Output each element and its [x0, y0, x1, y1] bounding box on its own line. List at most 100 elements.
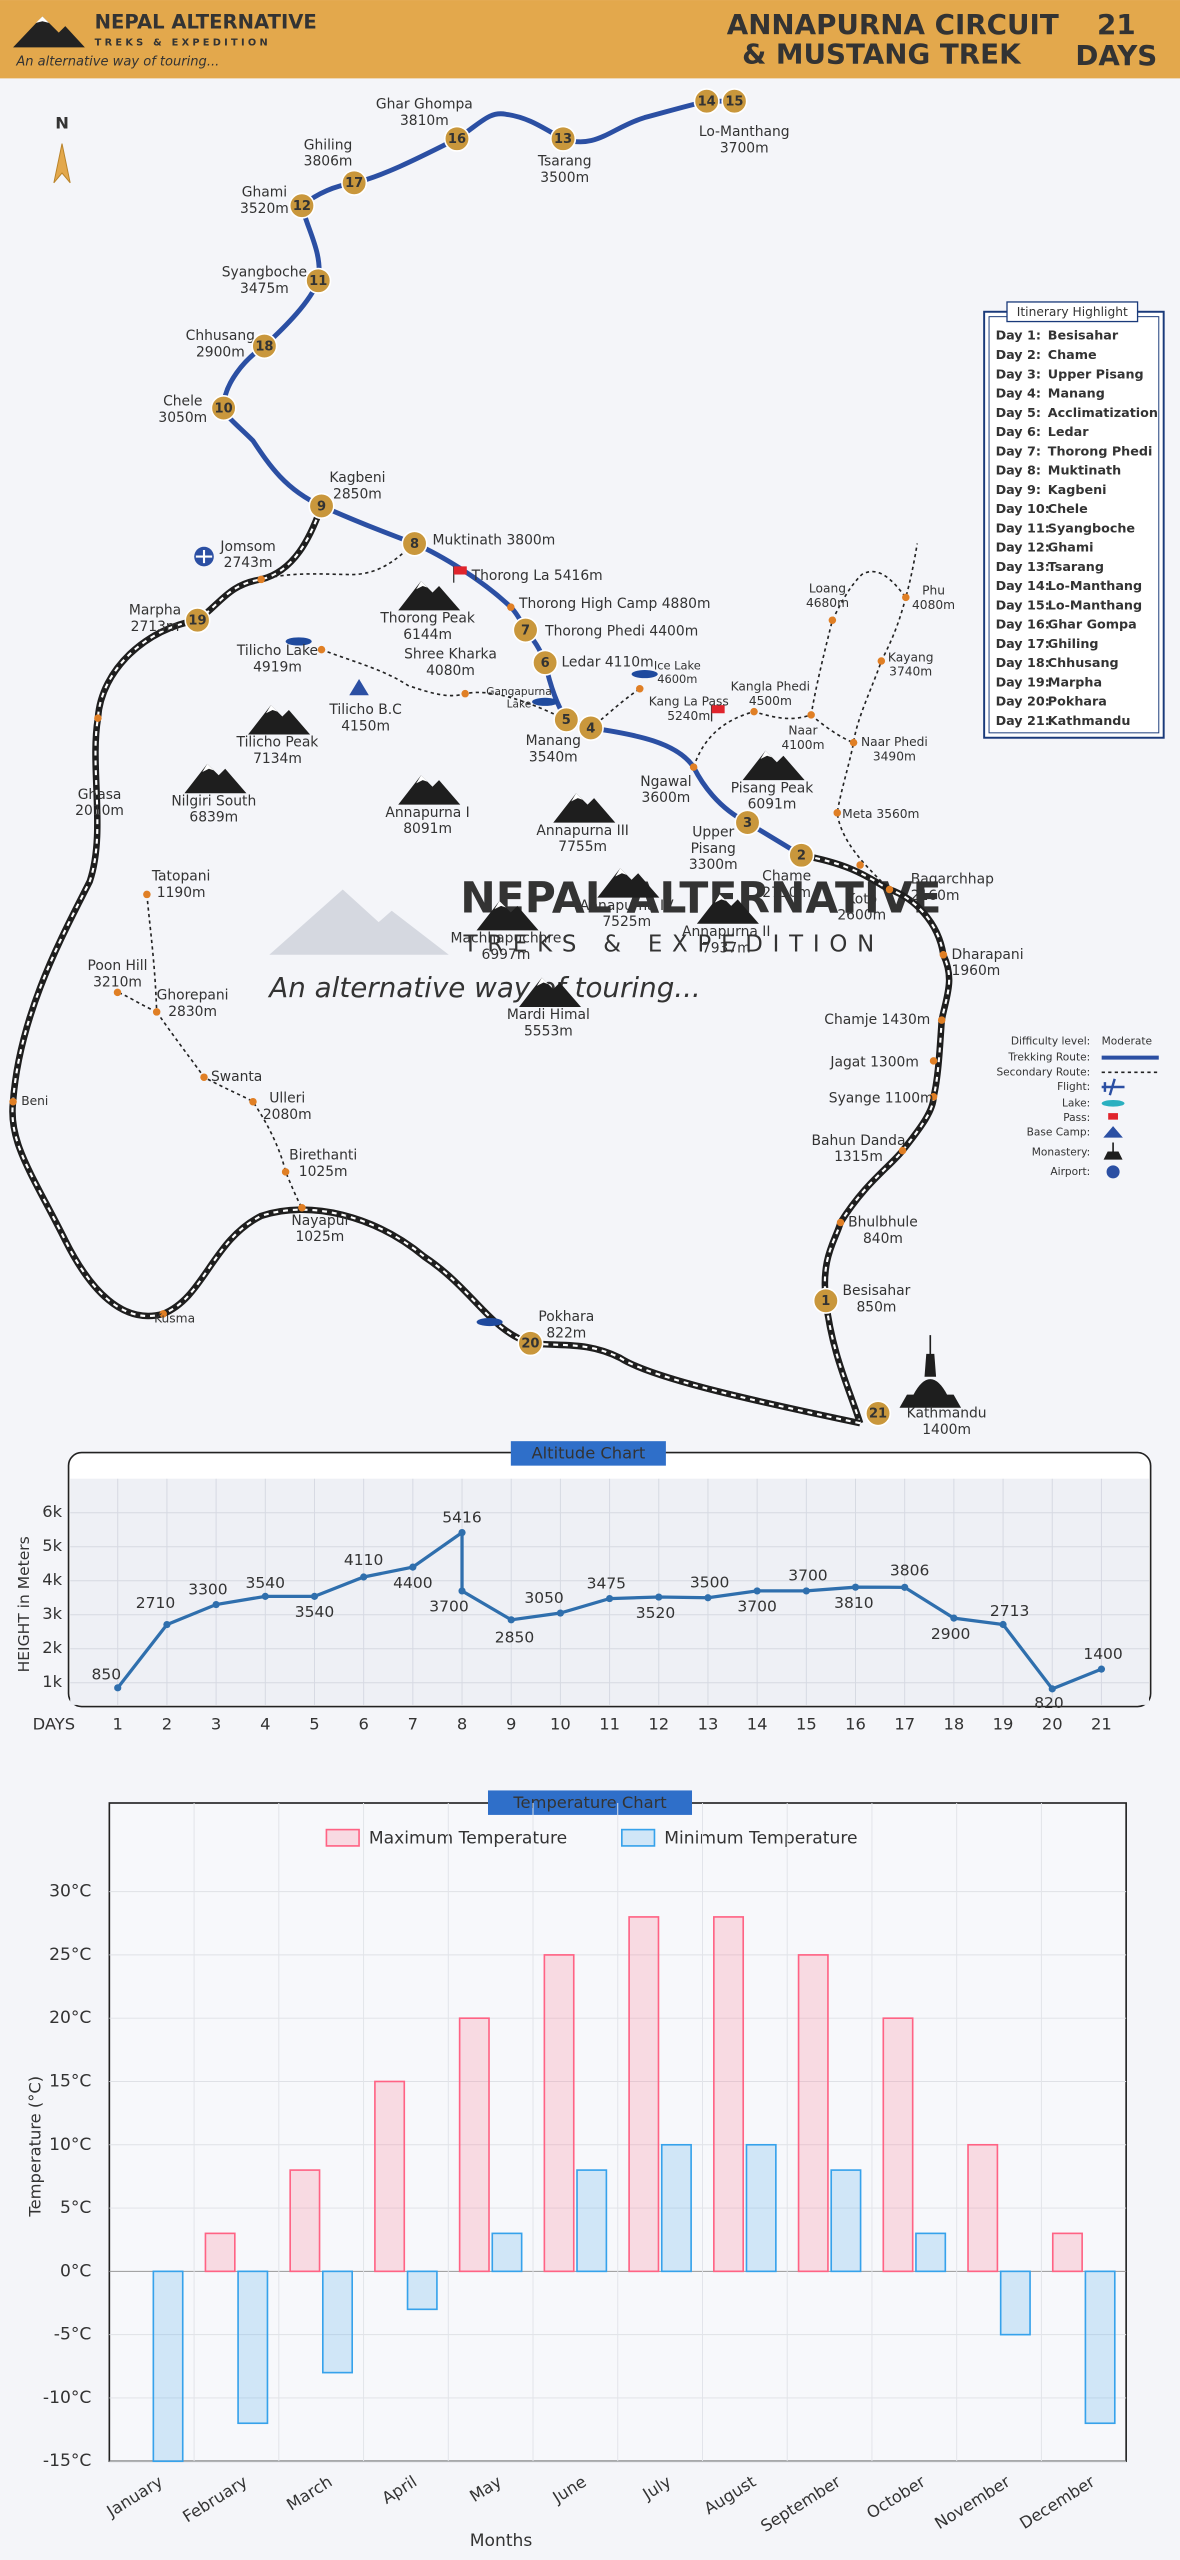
day-marker — [734, 809, 761, 836]
place-label: Chele — [163, 394, 202, 410]
place-label: Kang La Pass — [649, 694, 729, 708]
pass-flag — [453, 566, 467, 575]
peak-label: 7755m — [558, 839, 607, 855]
x-axis-label: Months — [470, 2531, 533, 2551]
place-label: Naar — [788, 724, 818, 738]
temperature-bar — [882, 2017, 914, 2273]
legend-label: Difficulty level: — [1011, 1035, 1090, 1047]
data-label: 3540 — [295, 1603, 334, 1621]
place-dot — [143, 890, 151, 899]
peak-icon — [597, 868, 660, 898]
place-label: Birethanti — [289, 1148, 357, 1164]
lake-icon — [532, 697, 559, 706]
place-label: 1025m — [295, 1229, 344, 1245]
legend-label: Flight: — [1057, 1081, 1090, 1093]
place-label: Ghorepani — [157, 988, 229, 1004]
watermark-sub: TREKS & EXPEDITION — [463, 932, 885, 958]
day-marker — [721, 88, 748, 115]
itinerary-day: Day 20: — [996, 695, 1050, 710]
x-tick-label: 10 — [550, 1715, 571, 1734]
data-label: 3520 — [636, 1604, 675, 1622]
peak-label: 7937m — [702, 940, 751, 956]
itinerary-day: Day 10: — [996, 502, 1050, 517]
place-dot — [885, 885, 894, 894]
place-label: Ice Lake — [654, 658, 701, 672]
place-label: Kusma — [154, 1311, 195, 1325]
place-label: Ghasa — [78, 787, 122, 803]
peak-icon — [248, 705, 311, 735]
place-label: Ghiling — [304, 137, 353, 153]
place-dot — [113, 988, 122, 997]
place-label: Bagarchhap — [911, 872, 994, 888]
x-tick-label: 14 — [747, 1715, 768, 1734]
place-dot — [939, 951, 948, 959]
itinerary-stop: Upper Pisang — [1048, 367, 1144, 382]
x-tick-label: 13 — [698, 1715, 719, 1734]
place-label: Naar Phedi — [861, 735, 928, 749]
day-marker — [305, 267, 332, 294]
temperature-bar — [713, 1916, 745, 2273]
place-dot — [636, 685, 644, 693]
itinerary-title-box — [1006, 301, 1139, 323]
day-marker — [210, 395, 237, 422]
x-tick-label: 16 — [845, 1715, 866, 1734]
y-tick-label: 25°C — [49, 1945, 91, 1965]
itinerary-stop: Lo-Manthang — [1048, 598, 1142, 613]
secondary-route — [590, 688, 641, 729]
place-label: Phu — [922, 583, 945, 597]
legend-flag — [1108, 1113, 1118, 1120]
place-dot — [750, 707, 758, 716]
place-label: 4500m — [749, 694, 792, 708]
peak-snow — [615, 868, 627, 877]
place-label: Pokhara — [538, 1309, 594, 1325]
x-tick-label: 17 — [894, 1715, 915, 1734]
place-dot — [849, 738, 858, 747]
day-marker-label: 18 — [255, 339, 273, 354]
y-tick-label: 3k — [42, 1604, 62, 1623]
day-marker — [443, 125, 471, 152]
temperature-bar — [1084, 2270, 1116, 2425]
place-label: 3700m — [720, 141, 769, 157]
day-marker-label: 12 — [293, 199, 311, 214]
itinerary-day: Day 21: — [996, 714, 1050, 729]
data-label: 3500 — [690, 1574, 729, 1592]
itinerary-stop: Syangboche — [1048, 521, 1136, 536]
itinerary-stop: Ghiling — [1048, 637, 1099, 652]
altitude-point — [507, 1616, 515, 1624]
x-tick-label: 19 — [993, 1715, 1014, 1734]
place-label: Kangla Phedi — [731, 680, 810, 694]
data-label: 3806 — [890, 1562, 929, 1580]
legend-label: Lake: — [1062, 1097, 1090, 1109]
x-tick-label: 20 — [1042, 1715, 1063, 1734]
place-dot — [937, 1016, 946, 1024]
peak-label: 6144m — [403, 627, 452, 643]
legend-monastery — [1103, 1142, 1123, 1160]
day-marker-label: 4 — [586, 721, 595, 736]
altitude-point — [1097, 1665, 1106, 1673]
place-label: 4680m — [806, 596, 849, 610]
place-label: 840m — [863, 1231, 903, 1247]
place-label: Jagat 1300m — [829, 1055, 918, 1071]
data-label: 2710 — [136, 1594, 175, 1612]
place-label: Meta 3560m — [842, 807, 919, 821]
place-label: Bhulbhule — [848, 1214, 918, 1230]
place-label: 2080m — [263, 1107, 312, 1123]
peak-label: Mardi Himal — [507, 1007, 590, 1023]
altitude-point — [114, 1684, 122, 1692]
place-label: 1960m — [952, 963, 1001, 979]
place-label: 3500m — [540, 170, 589, 186]
altitude-point — [753, 1587, 761, 1595]
temperature-bar — [321, 2270, 354, 2374]
day-marker — [812, 1287, 839, 1314]
itinerary-stop: Ghar Gompa — [1048, 618, 1137, 633]
itinerary-stop: Chele — [1048, 502, 1088, 517]
data-label: 2900 — [931, 1625, 970, 1643]
data-label: 3540 — [246, 1574, 285, 1592]
peak-label: 6997m — [482, 947, 531, 963]
place-label: 2830m — [168, 1004, 217, 1020]
place-label: 3540m — [529, 749, 578, 765]
place-dot — [200, 1073, 208, 1081]
peak-icon — [553, 793, 616, 823]
place-label: 822m — [546, 1325, 586, 1341]
place-label: Ghar Ghompa — [376, 96, 473, 112]
